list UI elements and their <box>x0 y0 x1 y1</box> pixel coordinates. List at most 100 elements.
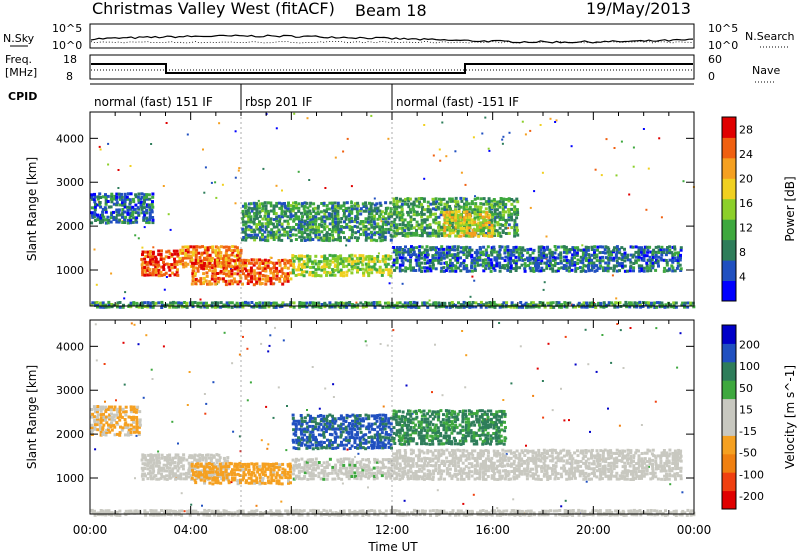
velocity-cell <box>345 426 348 429</box>
power-cell <box>252 236 255 239</box>
power-cell <box>250 275 253 278</box>
power-cell <box>297 215 300 218</box>
velocity-speckle <box>461 330 463 332</box>
power-cell <box>317 302 320 305</box>
power-cell <box>250 301 253 304</box>
power-cell <box>510 208 513 211</box>
power-cell <box>102 219 105 222</box>
power-ytick-label: 1000 <box>56 264 84 277</box>
power-cell <box>596 246 599 249</box>
power-cell <box>336 268 339 271</box>
power-cell <box>329 222 332 225</box>
power-cell <box>557 267 560 270</box>
power-cell <box>233 259 236 262</box>
power-cell <box>328 239 331 242</box>
velocity-cell <box>294 461 297 464</box>
power-cell <box>507 218 510 221</box>
power-cell <box>479 208 482 211</box>
velocity-cell <box>203 479 206 482</box>
velocity-cell <box>94 426 97 429</box>
power-cell <box>401 259 404 262</box>
power-cell <box>477 235 480 238</box>
velocity-cell <box>91 424 94 427</box>
power-cell <box>328 228 331 231</box>
velocity-cell <box>252 471 255 474</box>
power-colorbar-tick: 4 <box>739 270 746 283</box>
power-cell <box>510 218 513 221</box>
velocity-cell <box>216 477 219 480</box>
velocity-speckle <box>354 456 356 458</box>
nave-label: Nave <box>752 64 780 77</box>
velocity-cell <box>309 415 312 418</box>
power-cell <box>606 246 609 249</box>
power-cell <box>197 252 200 255</box>
power-cell <box>502 229 505 232</box>
power-cell <box>231 301 234 304</box>
power-cell <box>283 220 286 223</box>
power-cell <box>629 269 632 272</box>
power-speckle <box>484 117 486 119</box>
velocity-speckle <box>96 359 98 361</box>
power-cell <box>166 263 169 266</box>
power-cell <box>537 257 540 260</box>
power-cell <box>540 251 543 254</box>
power-cell <box>414 253 417 256</box>
power-cell <box>654 251 657 254</box>
power-speckle <box>454 150 456 152</box>
power-cell <box>429 265 432 268</box>
velocity-cell <box>160 457 163 460</box>
power-cell <box>278 215 281 218</box>
power-cell <box>474 231 477 234</box>
power-cell <box>379 260 382 263</box>
velocity-cell <box>387 470 390 473</box>
power-cell <box>488 221 491 224</box>
power-cell <box>495 259 498 262</box>
power-cell <box>427 253 430 256</box>
velocity-cell <box>371 414 374 417</box>
velocity-cell <box>373 436 376 439</box>
power-cell <box>309 271 312 274</box>
power-cell <box>339 239 342 242</box>
power-cell <box>361 268 364 271</box>
velocity-cell <box>124 414 127 417</box>
power-cell <box>325 239 328 242</box>
power-cell <box>289 213 292 216</box>
power-cell <box>270 204 273 207</box>
velocity-cell <box>328 472 331 475</box>
velocity-cell <box>339 467 342 470</box>
power-cell <box>513 229 516 232</box>
power-cell <box>140 196 143 199</box>
power-cell <box>182 246 185 249</box>
velocity-cell <box>348 477 351 480</box>
velocity-speckle <box>239 435 241 437</box>
power-cell <box>638 301 641 304</box>
power-cell <box>454 264 457 267</box>
velocity-cell <box>135 416 138 419</box>
velocity-cell <box>362 424 365 427</box>
velocity-cell <box>311 443 314 446</box>
power-cell <box>365 239 368 242</box>
freq-panel-frame <box>90 55 694 79</box>
velocity-cell <box>177 474 180 477</box>
power-cell <box>466 270 469 273</box>
velocity-speckle <box>333 396 335 398</box>
velocity-cell <box>216 471 219 474</box>
velocity-cell <box>110 406 113 409</box>
power-cell <box>270 228 273 231</box>
velocity-cell <box>93 405 96 408</box>
power-speckle <box>540 124 542 126</box>
power-cell <box>680 246 683 249</box>
velocity-cell <box>322 446 325 449</box>
velocity-cell <box>373 444 376 447</box>
power-cell <box>97 195 100 198</box>
power-cell <box>270 231 273 234</box>
velocity-cell <box>96 423 99 426</box>
velocity-cell <box>311 425 314 428</box>
power-cell <box>505 232 508 235</box>
power-cell <box>670 251 673 254</box>
power-cell <box>499 200 502 203</box>
power-cell <box>353 266 356 269</box>
power-cell <box>216 259 219 262</box>
velocity-cell <box>101 426 104 429</box>
velocity-cell <box>155 465 158 468</box>
